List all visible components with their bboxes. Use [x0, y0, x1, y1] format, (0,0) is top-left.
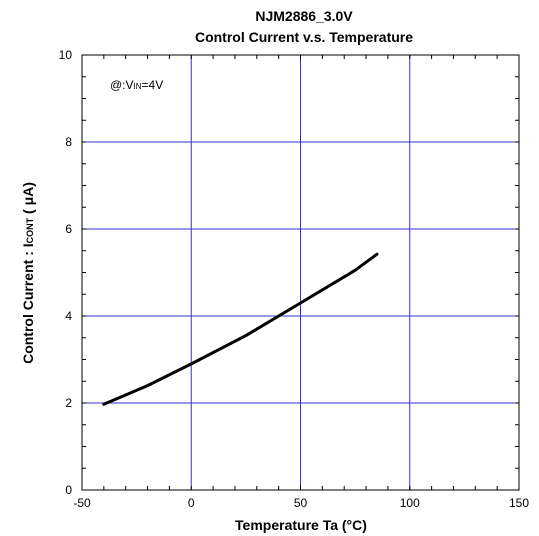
condition-annotation: @:VIN=4V [110, 78, 163, 92]
x-axis-title: Temperature Ta (°C) [235, 517, 367, 533]
x-tick-label: 150 [509, 496, 529, 510]
y-axis-title-main: Control Current : I [20, 243, 36, 364]
chart-title: NJM2886_3.0V [255, 8, 353, 24]
series-line [102, 252, 379, 406]
x-tick-label: 50 [294, 496, 308, 510]
y-tick-label: 8 [65, 135, 72, 149]
series [102, 252, 379, 406]
y-axis-title: Control Current : ICONT ( μA) [20, 182, 36, 364]
y-axis-title-subscript: CONT [25, 217, 35, 243]
annotation-value: =4V [142, 78, 164, 92]
y-axis-title-unit: ( μA) [20, 182, 36, 218]
annotation-subscript: IN [134, 82, 142, 91]
annotation-text: @:V [110, 78, 134, 92]
x-tick-label: 0 [188, 496, 195, 510]
y-tick-label: 2 [65, 396, 72, 410]
x-tick-label: 100 [400, 496, 420, 510]
x-tick-label: -50 [73, 496, 91, 510]
minor-ticks [81, 54, 520, 491]
grid [82, 55, 519, 490]
y-tick-labels: 0 2 4 6 8 10 [59, 48, 73, 497]
x-tick-labels: -50 0 50 100 150 [73, 496, 529, 510]
y-tick-label: 0 [65, 483, 72, 497]
y-tick-label: 10 [59, 48, 73, 62]
y-tick-label: 6 [65, 222, 72, 236]
y-tick-label: 4 [65, 309, 72, 323]
chart-subtitle: Control Current v.s. Temperature [195, 29, 413, 45]
